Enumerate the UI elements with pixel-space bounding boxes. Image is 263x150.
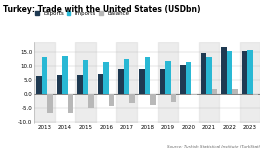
Bar [129, 94, 135, 103]
Bar [109, 94, 114, 106]
Bar [42, 57, 47, 94]
Bar [103, 61, 109, 94]
Text: Turkey: Trade with the United States (USDbn): Turkey: Trade with the United States (US… [3, 4, 200, 14]
Bar [118, 69, 124, 94]
Bar [117, 42, 137, 123]
Legend: Exports, Imports, Balance: Exports, Imports, Balance [35, 11, 129, 16]
Bar [98, 74, 103, 94]
Bar [77, 75, 83, 94]
Text: Source: Turkish Statistical Institute (TurkStat): Source: Turkish Statistical Institute (T… [167, 144, 260, 148]
Bar [212, 90, 217, 94]
Bar [57, 75, 62, 94]
Bar [186, 61, 191, 94]
Bar [232, 89, 238, 94]
Bar [144, 57, 150, 94]
Bar [201, 53, 206, 94]
Bar [221, 47, 227, 94]
Bar [139, 69, 144, 94]
Bar [47, 94, 53, 113]
Bar [180, 65, 186, 94]
Bar [227, 51, 232, 94]
Bar [199, 42, 219, 123]
Bar [150, 94, 156, 105]
Bar [240, 42, 260, 123]
Bar [75, 42, 96, 123]
Bar [247, 50, 253, 94]
Bar [83, 60, 88, 94]
Bar [206, 57, 212, 94]
Bar [165, 61, 171, 94]
Bar [34, 42, 55, 123]
Bar [88, 94, 94, 108]
Bar [160, 69, 165, 94]
Bar [191, 94, 197, 95]
Bar [242, 51, 247, 94]
Bar [171, 94, 176, 102]
Bar [36, 75, 42, 94]
Bar [158, 42, 178, 123]
Bar [62, 56, 68, 94]
Bar [68, 94, 73, 113]
Bar [124, 59, 129, 94]
